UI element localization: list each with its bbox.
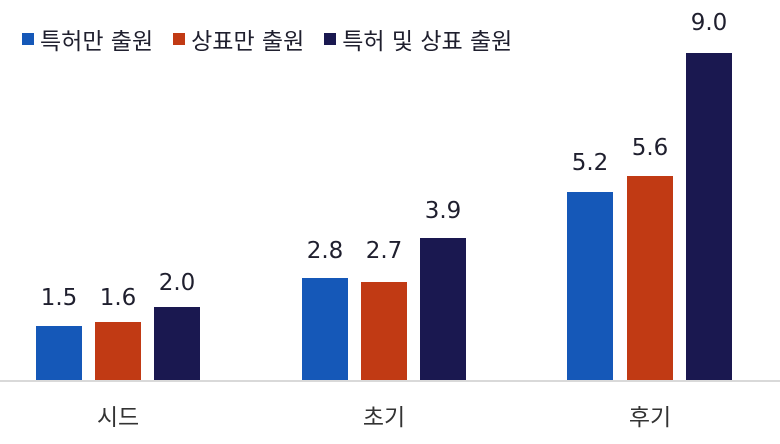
legend-label: 특허 및 상표 출원	[342, 29, 513, 55]
value-label: 9.0	[690, 10, 728, 36]
bar-late-both	[686, 53, 732, 380]
bar-early-trademark-only	[361, 282, 407, 380]
value-label: 2.0	[158, 270, 196, 296]
value-label: 5.6	[631, 135, 669, 161]
legend-item-trademark-only: 상표만 출원	[173, 22, 304, 56]
bar-seed-both	[154, 307, 200, 380]
value-label: 1.6	[99, 285, 137, 311]
bar-seed-patent-only	[36, 326, 82, 380]
value-label: 1.5	[40, 285, 78, 311]
bar-early-both	[420, 238, 466, 380]
x-axis-line	[0, 380, 780, 382]
bar-late-trademark-only	[627, 176, 673, 380]
chart-legend: 특허만 출원 상표만 출원 특허 및 상표 출원	[22, 22, 512, 56]
bar-late-patent-only	[567, 192, 613, 380]
legend-item-patent-and-trademark: 특허 및 상표 출원	[324, 22, 512, 56]
value-label: 2.7	[365, 238, 403, 264]
category-label: 후기	[628, 405, 672, 431]
legend-label: 상표만 출원	[191, 29, 305, 55]
bar-seed-trademark-only	[95, 322, 141, 380]
value-label: 3.9	[424, 198, 462, 224]
legend-swatch-orange	[173, 33, 186, 45]
bar-early-patent-only	[302, 278, 348, 380]
category-label: 시드	[96, 405, 140, 431]
legend-item-patent-only: 특허만 출원	[22, 22, 153, 56]
value-label: 5.2	[571, 150, 609, 176]
category-label: 초기	[362, 405, 406, 431]
legend-swatch-navy	[324, 33, 337, 45]
legend-label: 특허만 출원	[40, 29, 154, 55]
value-label: 2.8	[306, 238, 344, 264]
legend-swatch-blue	[22, 33, 34, 45]
